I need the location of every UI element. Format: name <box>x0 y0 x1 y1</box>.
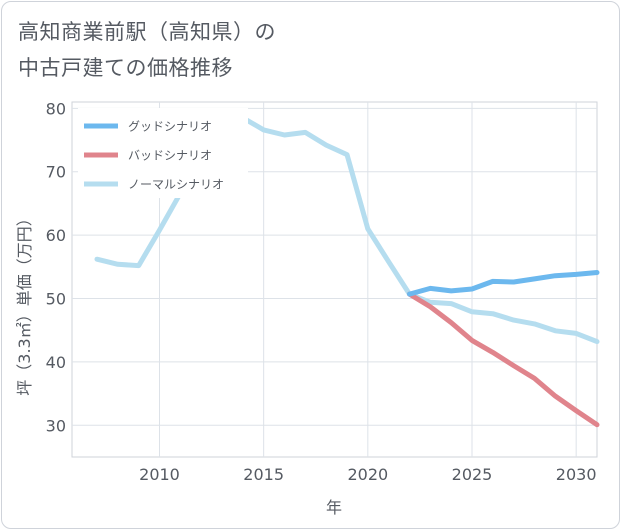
y-tick-label: 70 <box>46 163 66 182</box>
legend-label: バッドシナリオ <box>128 149 212 163</box>
chart-title: 高知商業前駅（高知県）の 中古戸建ての価格推移 <box>18 14 276 86</box>
x-tick-label: 2020 <box>347 465 388 484</box>
x-tick-label: 2025 <box>452 465 493 484</box>
series-line-bad <box>407 291 600 428</box>
legend-label: グッドシナリオ <box>128 120 212 134</box>
y-tick-label: 30 <box>46 416 66 435</box>
legend-label: ノーマルシナリオ <box>128 178 224 192</box>
y-tick-label: 50 <box>46 290 66 309</box>
y-tick-label: 40 <box>46 353 66 372</box>
y-tick-label: 60 <box>46 226 66 245</box>
x-tick-label: 2010 <box>139 465 180 484</box>
y-tick-label: 80 <box>46 99 66 118</box>
chart-title-line-2: 中古戸建ての価格推移 <box>18 56 233 80</box>
x-axis-label: 年 <box>326 498 342 517</box>
y-axis-label: 坪（3.3㎡）単価（万円） <box>15 210 34 395</box>
y-tick-labels: 30 40 50 60 70 80 <box>46 99 66 435</box>
x-tick-label: 2030 <box>556 465 597 484</box>
chart-title-line-1: 高知商業前駅（高知県）の <box>18 20 276 44</box>
x-tick-labels: 2010 2015 2020 2025 2030 <box>139 465 596 484</box>
series-line-good <box>407 270 600 297</box>
x-tick-label: 2015 <box>243 465 284 484</box>
